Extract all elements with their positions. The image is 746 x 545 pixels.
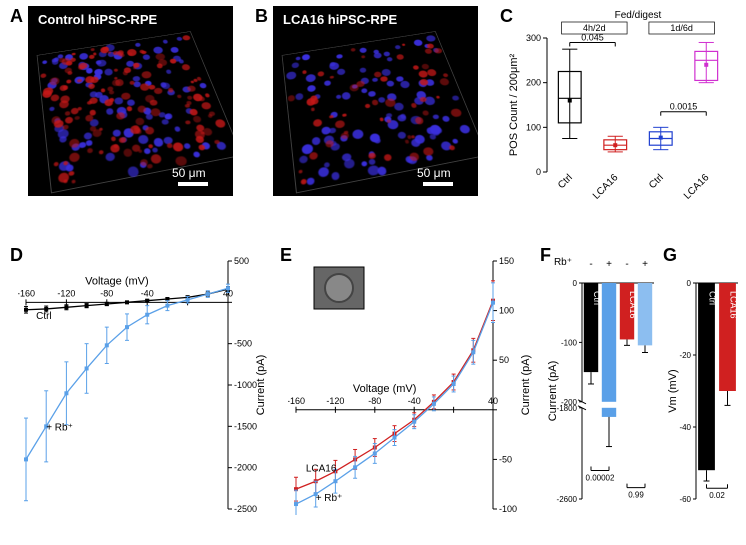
svg-text:500: 500	[234, 256, 249, 266]
panel-f-chart: Rb⁺-+-+0-100-200-1800-2600Current (pA)Ct…	[548, 255, 658, 515]
svg-text:-40: -40	[679, 423, 691, 432]
svg-text:Current (pA): Current (pA)	[548, 361, 559, 422]
svg-text:200: 200	[526, 78, 541, 88]
svg-text:Ctrl: Ctrl	[708, 291, 718, 305]
svg-text:-1500: -1500	[234, 421, 257, 431]
svg-text:100: 100	[499, 306, 514, 316]
svg-text:-2500: -2500	[234, 504, 257, 514]
svg-text:LCA16: LCA16	[682, 172, 712, 202]
svg-text:Fed/digest: Fed/digest	[615, 10, 662, 21]
svg-text:LCA16: LCA16	[306, 463, 337, 474]
svg-text:-80: -80	[368, 396, 381, 406]
svg-text:-100: -100	[499, 504, 517, 514]
panel-a-scale-text: 50 μm	[172, 166, 206, 180]
svg-text:+ Rb⁺: + Rb⁺	[316, 493, 343, 504]
panel-b-scale-bar	[423, 182, 453, 186]
svg-text:LCA16: LCA16	[591, 172, 621, 202]
svg-text:0.99: 0.99	[628, 491, 644, 500]
svg-text:Rb⁺: Rb⁺	[554, 257, 572, 268]
svg-text:-160: -160	[288, 396, 305, 406]
panel-e-chart: -160-120-80-4040Voltage (mV)-100-5050100…	[288, 255, 533, 515]
svg-text:0.00002: 0.00002	[586, 474, 615, 483]
svg-text:0.045: 0.045	[581, 32, 604, 42]
svg-text:-50: -50	[499, 454, 512, 464]
svg-text:0.02: 0.02	[709, 491, 725, 500]
svg-text:-120: -120	[57, 288, 75, 298]
svg-text:LCA16: LCA16	[729, 291, 739, 319]
panel-a-label: A	[10, 6, 23, 27]
svg-text:-1800: -1800	[557, 404, 578, 413]
svg-text:+: +	[606, 259, 612, 270]
svg-text:-60: -60	[679, 495, 691, 504]
svg-text:Voltage (mV): Voltage (mV)	[353, 383, 417, 395]
svg-text:-2600: -2600	[557, 495, 578, 504]
svg-text:Voltage (mV): Voltage (mV)	[85, 275, 149, 287]
svg-text:-160: -160	[18, 288, 35, 298]
svg-text:-40: -40	[408, 396, 421, 406]
panel-a-scale-bar	[178, 182, 208, 186]
panel-b-title: LCA16 hiPSC-RPE	[283, 12, 397, 27]
svg-text:-: -	[625, 259, 628, 270]
svg-text:Vm (mV): Vm (mV)	[668, 369, 679, 412]
svg-text:+: +	[642, 259, 648, 270]
svg-text:0: 0	[573, 279, 578, 288]
panel-b-label: B	[255, 6, 268, 27]
svg-text:-120: -120	[326, 396, 344, 406]
svg-text:1d/6d: 1d/6d	[670, 23, 693, 33]
svg-text:LCA16: LCA16	[628, 291, 638, 319]
panel-b-scale-text: 50 μm	[417, 166, 451, 180]
svg-text:+ Rb⁺: + Rb⁺	[46, 422, 73, 433]
svg-text:Current (pA): Current (pA)	[520, 355, 532, 416]
svg-text:-20: -20	[679, 351, 691, 360]
svg-text:100: 100	[526, 122, 541, 132]
svg-text:0: 0	[536, 167, 541, 177]
svg-text:Ctrl: Ctrl	[36, 311, 52, 322]
svg-text:-100: -100	[561, 338, 578, 347]
svg-text:Ctrl: Ctrl	[556, 172, 575, 191]
panel-b-micrograph: LCA16 hiPSC-RPE 50 μm	[273, 6, 478, 196]
svg-text:150: 150	[499, 256, 514, 266]
svg-text:-40: -40	[141, 288, 154, 298]
svg-text:-: -	[589, 259, 592, 270]
panel-c-chart: Fed/digest4h/2d1d/6d0100200300POS Count …	[505, 8, 735, 208]
svg-text:POS Count / 200μm²: POS Count / 200μm²	[508, 54, 520, 157]
svg-text:Ctrl: Ctrl	[592, 291, 602, 305]
svg-text:Current (pA): Current (pA)	[255, 355, 267, 416]
panel-d-chart: -160-120-80-4040Voltage (mV)-2500-2000-1…	[18, 255, 268, 515]
svg-text:-1000: -1000	[234, 380, 257, 390]
panel-a-title: Control hiPSC-RPE	[38, 12, 157, 27]
svg-text:300: 300	[526, 33, 541, 43]
svg-text:50: 50	[499, 355, 509, 365]
panel-a-micrograph: Control hiPSC-RPE 50 μm	[28, 6, 233, 196]
panel-g-chart: 0 -20 -40 -60 Vm (mV) Ctrl LCA16 0.02	[668, 255, 740, 515]
svg-text:Ctrl: Ctrl	[647, 172, 666, 191]
svg-text:0.0015: 0.0015	[670, 102, 698, 112]
svg-text:0: 0	[687, 279, 692, 288]
svg-text:-2000: -2000	[234, 463, 257, 473]
svg-text:-500: -500	[234, 339, 252, 349]
svg-text:-80: -80	[100, 288, 113, 298]
